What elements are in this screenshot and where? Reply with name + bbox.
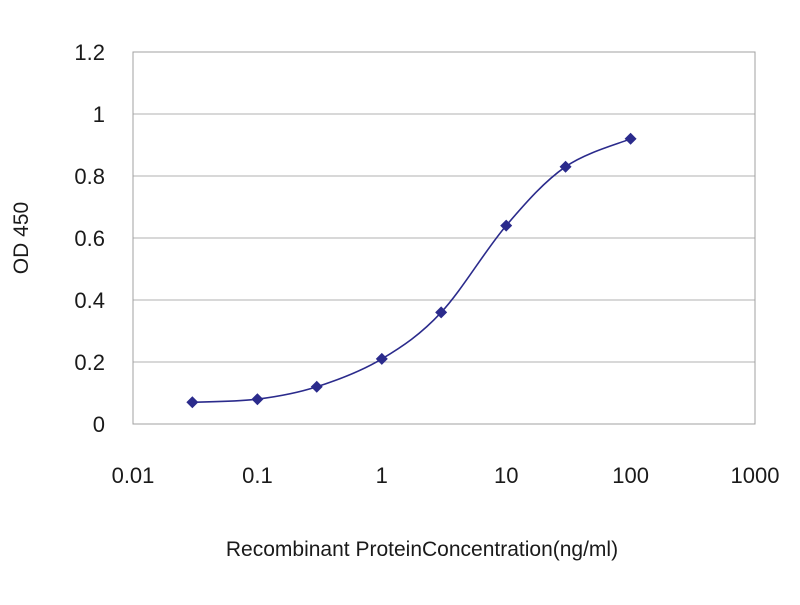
x-tick-label: 1000 xyxy=(731,463,780,488)
y-axis-title: OD 450 xyxy=(10,202,33,274)
data-points xyxy=(186,132,637,409)
data-point-marker xyxy=(310,380,323,393)
data-point-marker xyxy=(375,352,388,365)
x-tick-label: 100 xyxy=(612,463,649,488)
x-axis-ticks: 0.01 0.1 1 10 100 1000 xyxy=(112,463,780,488)
y-tick-label: 0.8 xyxy=(74,164,105,189)
x-tick-label: 0.1 xyxy=(242,463,273,488)
data-point-marker xyxy=(559,160,572,173)
x-axis-title: Recombinant ProteinConcentration(ng/ml) xyxy=(226,538,618,561)
plot-area xyxy=(132,51,756,425)
data-point-marker xyxy=(435,306,448,319)
y-tick-label: 1.2 xyxy=(74,40,105,65)
gridlines xyxy=(133,113,755,363)
y-tick-label: 1 xyxy=(93,102,105,127)
data-point-marker xyxy=(186,396,199,409)
x-tick-label: 1 xyxy=(376,463,388,488)
y-axis-ticks: 0 0.2 0.4 0.6 0.8 1 1.2 xyxy=(74,40,105,437)
data-point-marker xyxy=(500,219,513,232)
y-tick-label: 0.2 xyxy=(74,350,105,375)
data-point-marker xyxy=(624,132,637,145)
y-tick-label: 0.6 xyxy=(74,226,105,251)
data-point-marker xyxy=(251,393,264,406)
y-tick-label: 0 xyxy=(93,412,105,437)
y-tick-label: 0.4 xyxy=(74,288,105,313)
x-tick-label: 0.01 xyxy=(112,463,155,488)
series-line xyxy=(192,138,631,404)
x-tick-label: 10 xyxy=(494,463,518,488)
